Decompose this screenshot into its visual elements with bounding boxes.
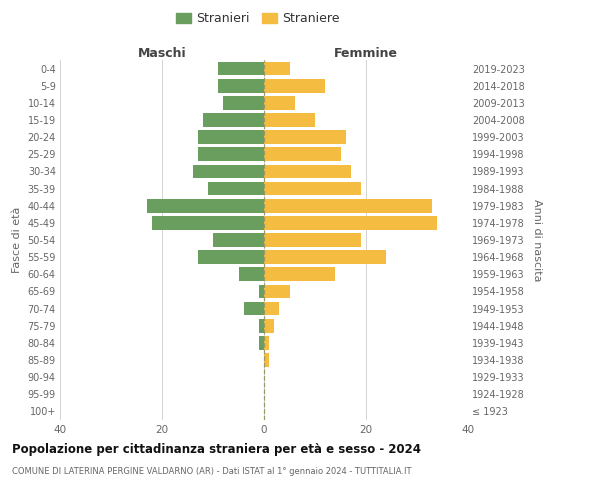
Bar xyxy=(218,79,264,92)
Bar xyxy=(264,233,361,247)
Bar xyxy=(198,148,264,161)
Bar xyxy=(264,62,290,76)
Bar xyxy=(259,284,264,298)
Bar xyxy=(213,233,264,247)
Bar xyxy=(264,148,341,161)
Bar xyxy=(264,302,280,316)
Bar xyxy=(264,164,350,178)
Bar xyxy=(264,336,269,349)
Bar xyxy=(264,319,274,332)
Bar xyxy=(193,164,264,178)
Bar xyxy=(264,199,432,212)
Bar xyxy=(264,113,315,127)
Bar xyxy=(264,96,295,110)
Bar xyxy=(198,250,264,264)
Bar xyxy=(259,336,264,349)
Bar xyxy=(264,268,335,281)
Bar xyxy=(264,79,325,92)
Bar xyxy=(264,250,386,264)
Bar xyxy=(208,182,264,196)
Bar xyxy=(146,199,264,212)
Legend: Stranieri, Straniere: Stranieri, Straniere xyxy=(173,8,343,29)
Text: COMUNE DI LATERINA PERGINE VALDARNO (AR) - Dati ISTAT al 1° gennaio 2024 - TUTTI: COMUNE DI LATERINA PERGINE VALDARNO (AR)… xyxy=(12,468,412,476)
Bar xyxy=(264,182,361,196)
Text: Maschi: Maschi xyxy=(137,47,187,60)
Bar xyxy=(218,62,264,76)
Bar xyxy=(244,302,264,316)
Bar xyxy=(264,216,437,230)
Bar xyxy=(259,319,264,332)
Bar xyxy=(203,113,264,127)
Bar xyxy=(264,353,269,367)
Bar xyxy=(223,96,264,110)
Bar xyxy=(239,268,264,281)
Text: Popolazione per cittadinanza straniera per età e sesso - 2024: Popolazione per cittadinanza straniera p… xyxy=(12,442,421,456)
Text: Femmine: Femmine xyxy=(334,47,398,60)
Bar xyxy=(198,130,264,144)
Bar xyxy=(152,216,264,230)
Bar xyxy=(264,130,346,144)
Y-axis label: Fasce di età: Fasce di età xyxy=(12,207,22,273)
Y-axis label: Anni di nascita: Anni di nascita xyxy=(532,198,542,281)
Bar xyxy=(264,284,290,298)
